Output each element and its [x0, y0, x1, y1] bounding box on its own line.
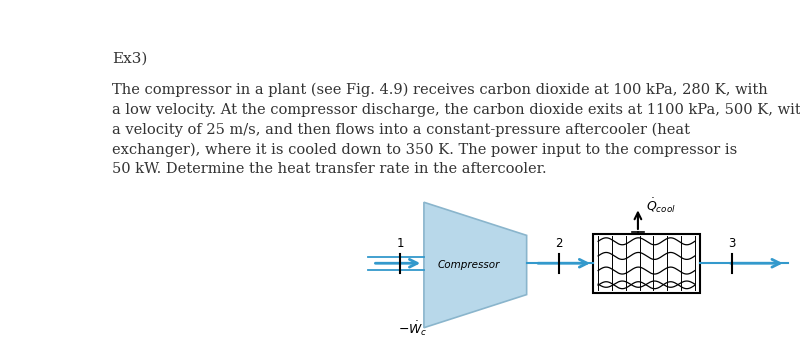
Text: Compressor: Compressor [438, 260, 500, 270]
Text: Ex3): Ex3) [112, 52, 148, 66]
Text: $\dot{Q}_{cool}$: $\dot{Q}_{cool}$ [646, 196, 676, 215]
Text: $-\dot{W}_c$: $-\dot{W}_c$ [398, 319, 428, 338]
Text: 3: 3 [728, 237, 736, 250]
Text: The compressor in a plant (see Fig. 4.9) receives carbon dioxide at 100 kPa, 280: The compressor in a plant (see Fig. 4.9)… [112, 83, 800, 176]
Text: 1: 1 [397, 237, 404, 250]
Polygon shape [424, 202, 526, 328]
Bar [593, 234, 700, 293]
Text: 2: 2 [555, 237, 562, 250]
